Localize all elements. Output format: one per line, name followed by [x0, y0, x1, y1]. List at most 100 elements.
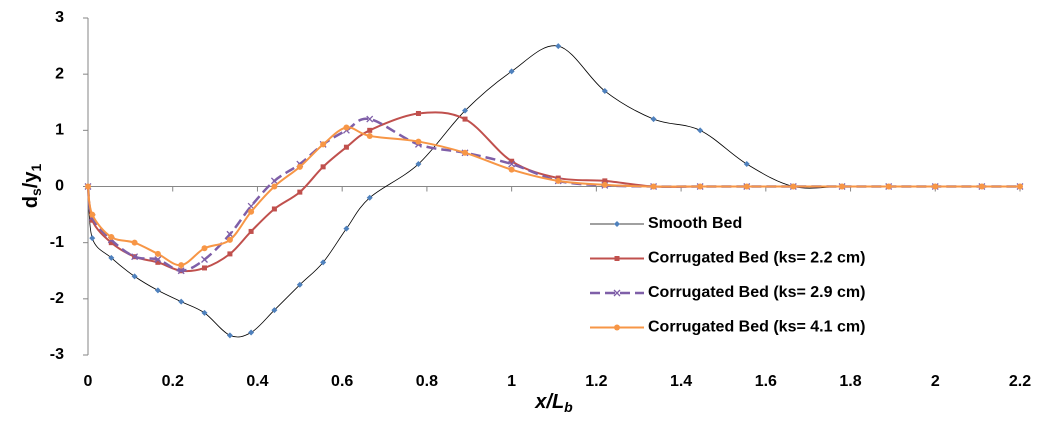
data-point: [650, 116, 657, 123]
data-point: [415, 138, 422, 145]
data-point: [601, 88, 608, 95]
data-point: [270, 177, 278, 185]
data-point: [271, 206, 277, 212]
data-point: [248, 208, 255, 215]
x-label-part: x/L: [534, 391, 564, 413]
data-point: [108, 234, 115, 241]
data-point: [508, 166, 515, 173]
data-point: [85, 183, 91, 190]
x-tick-label: 1.4: [670, 373, 692, 390]
data-point: [271, 307, 278, 314]
data-point: [226, 332, 233, 339]
data-point: [154, 256, 162, 263]
data-point: [320, 141, 327, 148]
data-point: [320, 259, 327, 266]
data-point: [343, 124, 350, 131]
data-point: [343, 225, 350, 232]
y-label-sub: 1: [28, 164, 44, 172]
x-tick-label: 0.6: [331, 373, 353, 390]
data-point: [415, 110, 421, 116]
y-label-part: /y: [20, 171, 42, 189]
data-point: [462, 107, 469, 114]
data-point: [1017, 183, 1023, 190]
y-tick-label: 2: [55, 65, 64, 82]
legend-label: Smooth Bed: [648, 215, 742, 232]
legend-label: Corrugated Bed (ks= 2.9 cm): [648, 284, 865, 301]
data-point: [555, 43, 562, 50]
data-point: [227, 251, 233, 257]
data-point: [154, 287, 161, 294]
data-point: [271, 183, 278, 190]
data-point: [201, 309, 208, 316]
data-point: [297, 189, 303, 195]
data-point: [178, 298, 185, 305]
data-point: [462, 149, 469, 156]
x-tick-label: 0.8: [416, 373, 438, 390]
data-point: [108, 240, 114, 246]
legend-marker: [614, 256, 620, 261]
legend-label: Corrugated Bed (ks= 2.2 cm): [648, 250, 865, 267]
data-point: [178, 262, 185, 269]
data-point: [508, 160, 516, 168]
x-label-sub: b: [564, 399, 573, 415]
x-tick-label: 1.6: [755, 373, 777, 390]
data-point: [366, 115, 374, 123]
data-point: [462, 116, 468, 122]
data-point: [201, 256, 208, 263]
data-point: [226, 236, 233, 243]
data-point: [508, 68, 515, 75]
data-point: [601, 181, 608, 188]
data-point: [177, 267, 185, 275]
legend-marker: [613, 289, 621, 297]
data-point: [697, 127, 704, 134]
y-tick-label: 1: [55, 122, 64, 139]
x-axis-label: x/Lb: [534, 391, 573, 414]
x-tick-label: 0.2: [162, 373, 184, 390]
data-point: [650, 183, 657, 190]
data-point: [932, 183, 939, 190]
data-point: [790, 183, 797, 190]
data-point: [743, 183, 750, 190]
data-point: [131, 239, 138, 246]
y-axis-label: ds/y1: [20, 164, 43, 209]
series-line: [86, 117, 1020, 273]
data-point: [296, 163, 303, 170]
x-tick-label: 1: [507, 373, 516, 390]
data-point: [885, 183, 892, 190]
data-point: [248, 228, 254, 234]
data-point: [366, 194, 373, 201]
legend-marker: [614, 221, 620, 227]
data-point: [108, 254, 115, 261]
x-tick-label: 2: [931, 373, 940, 390]
data-point: [839, 183, 846, 190]
y-tick-label: -3: [50, 346, 64, 363]
data-point: [509, 158, 515, 164]
y-tick-label: -1: [50, 234, 64, 251]
series-line: [87, 111, 1020, 273]
y-tick-label: -2: [50, 290, 64, 307]
y-label-part: d: [20, 196, 42, 208]
series-line: [87, 45, 1020, 338]
x-tick-label: 1.2: [585, 373, 607, 390]
x-tick-label: 1.8: [839, 373, 861, 390]
series-line: [87, 126, 1020, 267]
data-point: [131, 253, 139, 261]
data-point: [202, 265, 207, 271]
data-point: [131, 273, 138, 280]
data-point: [89, 211, 96, 218]
data-point: [320, 164, 326, 170]
data-point: [343, 144, 349, 150]
data-point: [743, 161, 750, 168]
data-point: [154, 250, 161, 257]
legend-label: Corrugated Bed (ks= 4.1 cm): [648, 319, 865, 336]
x-tick-label: 2.2: [1009, 373, 1031, 390]
data-point: [201, 245, 208, 252]
data-point: [248, 329, 255, 336]
data-point: [226, 230, 234, 238]
data-point: [366, 132, 373, 139]
y-tick-label: 0: [55, 178, 64, 195]
x-tick-label: 0.4: [246, 373, 268, 390]
data-point: [89, 235, 96, 242]
data-point: [367, 127, 373, 133]
